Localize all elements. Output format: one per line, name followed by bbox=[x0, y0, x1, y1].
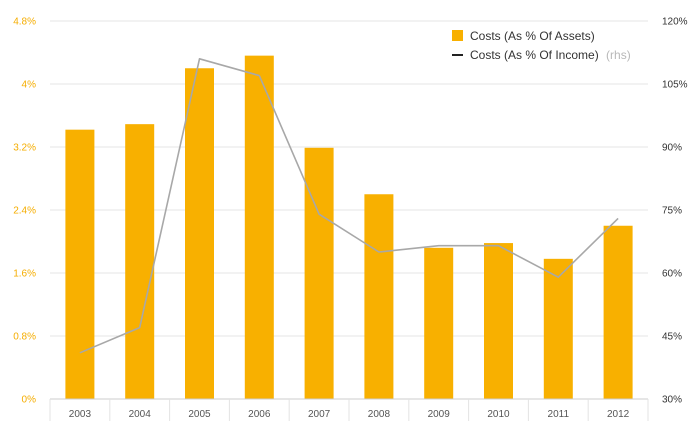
left-tick-label: 4.8% bbox=[13, 17, 36, 28]
legend-line-swatch bbox=[452, 54, 463, 56]
bar bbox=[603, 225, 633, 399]
bar bbox=[185, 68, 214, 399]
left-axis-ticks: 0% 0.8% 1.6% 2.4% 3.2% 4% 4.8% bbox=[13, 17, 36, 406]
right-tick-label: 30% bbox=[662, 395, 682, 406]
bar bbox=[244, 55, 274, 400]
right-tick-label: 45% bbox=[662, 332, 682, 343]
bar bbox=[364, 194, 394, 399]
x-tick-label: 2009 bbox=[428, 409, 451, 420]
bar bbox=[65, 129, 95, 400]
legend-bar-swatch bbox=[452, 30, 463, 41]
right-tick-label: 120% bbox=[662, 17, 688, 28]
left-tick-label: 1.6% bbox=[13, 269, 36, 280]
legend-line-suffix: (rhs) bbox=[606, 48, 631, 62]
x-tick-label: 2010 bbox=[487, 409, 510, 420]
x-tick-label: 2004 bbox=[129, 409, 152, 420]
left-tick-label: 2.4% bbox=[13, 206, 36, 217]
left-tick-label: 3.2% bbox=[13, 143, 36, 154]
legend-bar-label: Costs (As % Of Assets) bbox=[470, 29, 595, 43]
bar bbox=[424, 247, 454, 399]
x-tick-label: 2007 bbox=[308, 409, 331, 420]
legend-line-label: Costs (As % Of Income) bbox=[470, 48, 599, 62]
right-tick-label: 105% bbox=[662, 80, 688, 91]
right-tick-label: 60% bbox=[662, 269, 682, 280]
right-axis-ticks: 30% 45% 60% 75% 90% 105% 120% bbox=[662, 17, 688, 406]
x-tick-label: 2008 bbox=[368, 409, 391, 420]
x-tick-label: 2012 bbox=[607, 409, 630, 420]
line-series bbox=[79, 57, 619, 354]
x-axis bbox=[49, 398, 649, 421]
x-tick-label: 2003 bbox=[69, 409, 92, 420]
left-tick-label: 4% bbox=[22, 80, 37, 91]
legend-line-text: Costs (As % Of Income) (rhs) bbox=[470, 48, 631, 62]
bar-series bbox=[65, 55, 633, 400]
x-axis-ticks: 2003 2004 2005 2006 2007 2008 2009 2010 2011 2012 bbox=[69, 409, 630, 420]
x-tick-label: 2011 bbox=[548, 409, 570, 420]
x-tick-label: 2006 bbox=[248, 409, 271, 420]
bar bbox=[484, 243, 513, 399]
left-tick-label: 0.8% bbox=[13, 332, 36, 343]
bar bbox=[304, 147, 334, 399]
legend: Costs (As % Of Assets) Costs (As % Of In… bbox=[452, 29, 631, 62]
bar bbox=[543, 258, 573, 399]
right-tick-label: 75% bbox=[662, 206, 682, 217]
right-tick-label: 90% bbox=[662, 143, 682, 154]
bar bbox=[125, 124, 155, 399]
left-tick-label: 0% bbox=[22, 395, 37, 406]
x-tick-label: 2005 bbox=[188, 409, 211, 420]
series-line bbox=[79, 57, 619, 354]
